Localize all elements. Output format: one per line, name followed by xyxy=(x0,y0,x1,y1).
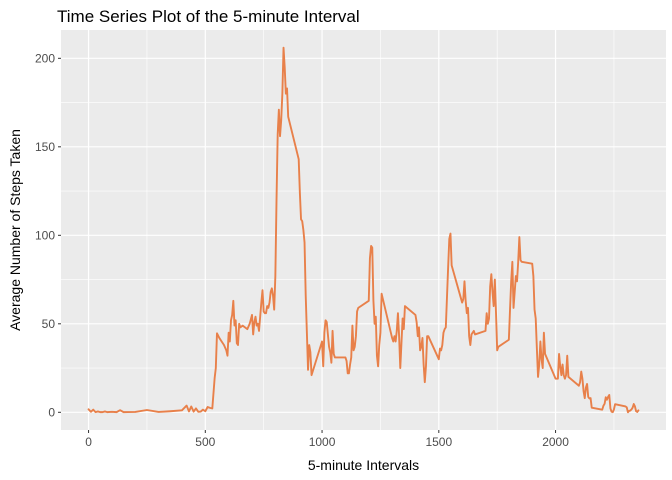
y-tick-label: 50 xyxy=(42,317,56,331)
y-axis: 0 50 100 150 200 xyxy=(35,51,61,419)
x-tick-label: 2000 xyxy=(542,435,569,449)
plot-panel-background xyxy=(61,30,666,430)
x-axis-title: 5-minute Intervals xyxy=(308,457,419,473)
series-layer xyxy=(87,46,640,414)
series-line-0 xyxy=(87,46,640,414)
x-axis: 0 500 1000 1500 2000 xyxy=(85,430,569,449)
chart-title: Time Series Plot of the 5-minute Interva… xyxy=(57,7,360,26)
y-axis-title: Average Number of Steps Taken xyxy=(7,129,23,331)
y-tick-label: 150 xyxy=(35,140,55,154)
x-tick-label: 500 xyxy=(195,435,215,449)
y-tick-label: 0 xyxy=(48,405,55,419)
x-tick-label: 1500 xyxy=(425,435,452,449)
y-tick-label: 200 xyxy=(35,51,55,65)
x-tick-label: 1000 xyxy=(309,435,336,449)
y-tick-label: 100 xyxy=(35,228,55,242)
grid-lines xyxy=(61,30,666,430)
x-tick-label: 0 xyxy=(85,435,92,449)
